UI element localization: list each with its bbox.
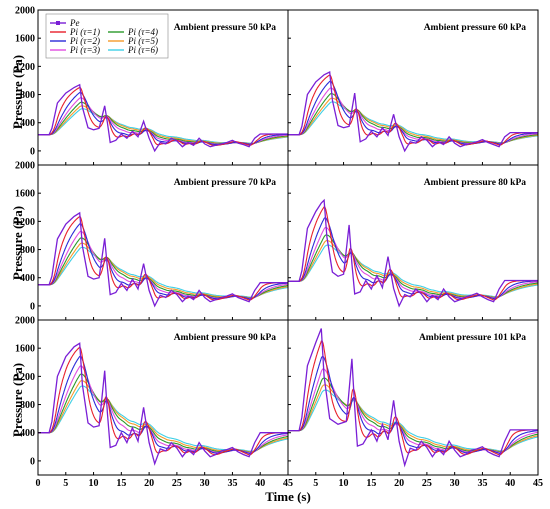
xtick-label: 5 (313, 478, 318, 489)
xtick-label: 0 (36, 478, 41, 489)
xtick-label: 20 (144, 478, 154, 489)
ytick-label: 2000 (15, 161, 35, 172)
xtick-label: 20 (394, 478, 404, 489)
ytick-label: 800 (20, 245, 35, 256)
legend-label-7: Pi (τ=6) (127, 45, 158, 55)
xtick-label: 5 (63, 478, 68, 489)
panel-frame-6 (287, 319, 539, 476)
series-pi-tau2-panel-1 (38, 91, 288, 146)
legend-label-2: Pi (τ=1) (69, 27, 100, 37)
xlabel: Time (s) (265, 489, 311, 504)
legend-label-5: Pi (τ=4) (127, 27, 158, 37)
ytick-label: 2000 (15, 316, 35, 327)
xtick-label: 40 (505, 478, 515, 489)
ylabel-row-1: Pressure (Pa) (10, 55, 25, 129)
legend-box (45, 13, 169, 59)
series-pi-tau6-panel-5 (38, 385, 288, 452)
ylabel-row-2: Pressure (Pa) (10, 206, 25, 280)
panel-3: 0 400 800 1200 1600 2000 Ambient pressure 70 k… (15, 161, 289, 321)
ytick-label: 0 (30, 301, 35, 312)
ylabel-row-3: Pressure (Pa) (10, 363, 25, 437)
ytick-label: 1600 (15, 189, 35, 200)
series-pi-tau2-panel-6 (288, 355, 538, 454)
xtick-label: 25 (172, 478, 182, 489)
panel-6: 5 10 15 20 25 30 35 40 45 Ambient pressure 101 kP… (287, 319, 543, 489)
ytick-label: 800 (20, 90, 35, 101)
ytick-label: 400 (20, 428, 35, 439)
ytick-label: 1200 (15, 372, 35, 383)
ytick-label: 1200 (15, 62, 35, 73)
panel-title-4: Ambient pressure 80 kPa (424, 178, 527, 188)
ytick-label: 1200 (15, 217, 35, 228)
panel-title-5: Ambient pressure 90 kPa (174, 333, 277, 343)
ytick-label: 1600 (15, 344, 35, 355)
ytick-label: 800 (20, 400, 35, 411)
series-pe-panel-6 (288, 328, 538, 468)
xtick-label: 35 (477, 478, 487, 489)
series-pe-panel-1 (38, 83, 288, 153)
panel-title-6: Ambient pressure 101 kPa (419, 333, 526, 343)
xtick-label: 15 (116, 478, 126, 489)
xtick-label: 40 (255, 478, 265, 489)
ytick-label: 0 (30, 146, 35, 157)
series-pi-tau2-panel-3 (38, 223, 288, 300)
legend-label-6: Pi (τ=5) (127, 36, 158, 46)
panel-4: Ambient pressure 80 kPa (287, 164, 539, 321)
xtick-label: 45 (283, 478, 293, 489)
series-pe-panel-5 (38, 342, 288, 466)
panel-title-1: Ambient pressure 50 kPa (174, 23, 277, 33)
series-pi-tau2-panel-2 (288, 80, 538, 145)
ytick-label: 400 (20, 118, 35, 129)
ytick-label: 2000 (15, 6, 35, 17)
series-pi-tau1-panel-6 (288, 339, 538, 456)
series-pi-tau6-panel-6 (288, 389, 538, 452)
xtick-label: 15 (366, 478, 376, 489)
series-pe-panel-3 (38, 211, 288, 308)
xtick-label: 45 (533, 478, 543, 489)
series-pi-tau1-panel-4 (288, 206, 538, 301)
legend-marker-1 (56, 21, 60, 25)
panel-title-2: Ambient pressure 60 kPa (424, 23, 527, 33)
series-pe-panel-2 (288, 70, 538, 153)
ytick-label: 0 (30, 456, 35, 467)
xtick-label: 30 (450, 478, 460, 489)
series-pe-panel-4 (288, 198, 538, 308)
xtick-label: 10 (339, 478, 349, 489)
xtick-label: 30 (200, 478, 210, 489)
xtick-label: 10 (89, 478, 99, 489)
panel-5: 0 5 10 15 20 25 30 35 40 45 0 400 800 1200 1600 2000 Amb… (15, 316, 293, 490)
ytick-label: 1600 (15, 34, 35, 45)
legend-label-3: Pi (τ=2) (69, 36, 100, 46)
xtick-label: 35 (227, 478, 237, 489)
legend-label-1: Pe (69, 18, 80, 28)
series-pi-tau2-panel-5 (38, 355, 288, 455)
legend-label-4: Pi (τ=3) (69, 45, 100, 55)
xtick-label: 25 (422, 478, 432, 489)
panel-title-3: Ambient pressure 70 kPa (174, 178, 277, 188)
ytick-label: 400 (20, 273, 35, 284)
